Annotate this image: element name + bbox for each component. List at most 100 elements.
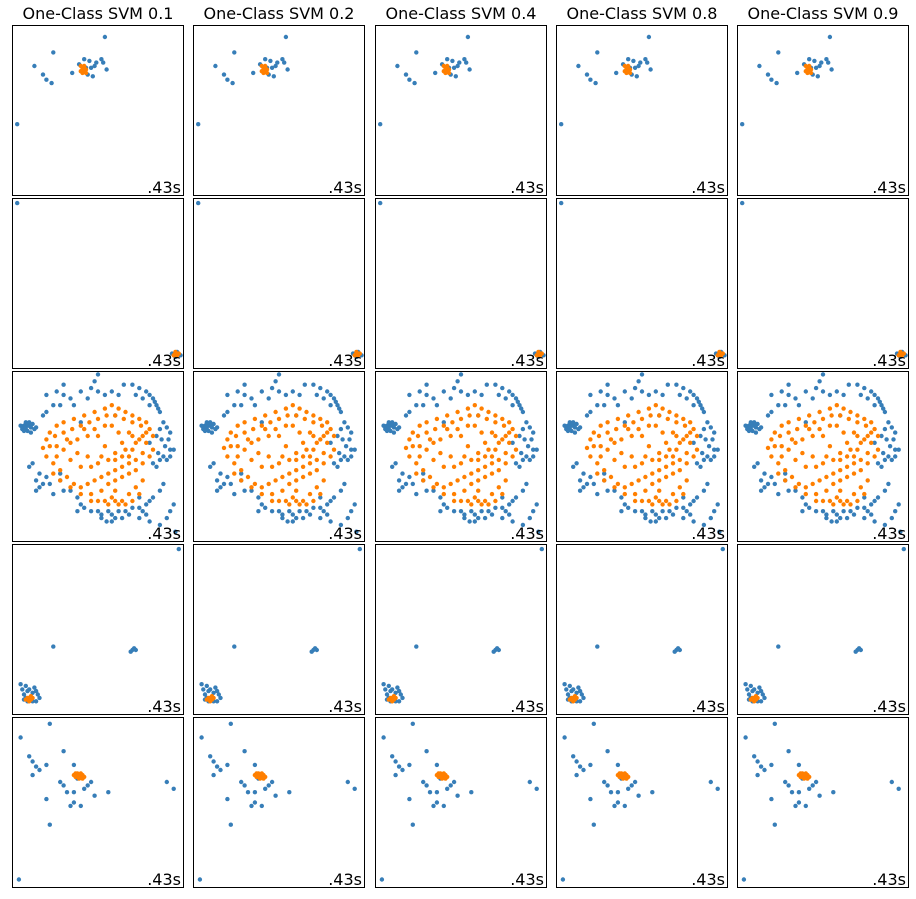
inlier-point: [838, 457, 843, 463]
outlier-point: [639, 509, 645, 514]
inlier-point: [116, 502, 121, 507]
inlier-point: [667, 447, 672, 452]
outlier-point: [18, 682, 23, 687]
outlier-point: [199, 735, 204, 740]
outlier-point: [44, 762, 49, 768]
panel-frame: [12, 25, 184, 196]
outlier-point: [314, 392, 319, 398]
inlier-point: [235, 423, 240, 428]
outlier-point: [588, 762, 593, 768]
inlier-point: [280, 454, 285, 459]
inlier-point: [407, 437, 412, 442]
outlier-point: [249, 803, 254, 809]
outlier-point: [421, 403, 426, 408]
outlier-point: [340, 437, 345, 442]
outlier-point: [869, 502, 874, 507]
inlier-point: [862, 437, 867, 442]
panel-frame: [737, 544, 909, 715]
inlier-point: [144, 420, 149, 425]
inlier-point: [688, 430, 693, 435]
outlier-point: [605, 392, 610, 398]
outlier-point: [819, 60, 824, 65]
inlier-point: [627, 70, 633, 76]
outlier-point: [783, 403, 788, 408]
inlier-point: [595, 461, 600, 466]
outlier-point: [239, 779, 244, 785]
inlier-point: [717, 349, 722, 355]
inlier-point: [844, 474, 850, 480]
outlier-point: [629, 783, 634, 788]
outlier-point: [559, 122, 564, 127]
outlier-point: [853, 649, 858, 654]
inlier-point: [119, 454, 125, 459]
inlier-point: [438, 437, 443, 442]
outlier-point: [893, 430, 898, 435]
outlier-point: [660, 392, 665, 398]
outlier-point: [218, 767, 223, 773]
inlier-point: [472, 495, 477, 500]
outlier-point: [333, 399, 338, 404]
inlier-point: [591, 430, 596, 435]
outlier-point: [99, 512, 104, 517]
inlier-point: [657, 413, 662, 418]
outlier-point: [715, 447, 720, 452]
inlier-point: [793, 457, 798, 463]
outlier-point: [280, 57, 285, 62]
outlier-point: [457, 60, 462, 65]
outlier-point: [61, 382, 66, 387]
inlier-point: [629, 433, 634, 439]
inlier-point: [834, 403, 839, 408]
inlier-point: [800, 774, 805, 780]
inlier-point: [848, 447, 853, 452]
inlier-point: [501, 423, 507, 428]
outlier-point: [872, 392, 877, 398]
runtime-label: .43s: [510, 178, 544, 197]
inlier-point: [848, 409, 853, 415]
inlier-point: [441, 423, 446, 428]
outlier-point: [750, 688, 755, 694]
inlier-point: [632, 464, 638, 469]
inlier-point: [793, 485, 798, 490]
outlier-point: [834, 519, 839, 524]
outlier-point: [646, 34, 652, 40]
inlier-point: [71, 416, 77, 422]
runtime-label: .43s: [328, 524, 362, 543]
outlier-point: [99, 515, 104, 521]
inlier-point: [88, 464, 94, 469]
outlier-point: [706, 444, 712, 449]
inlier-point: [484, 416, 489, 422]
outlier-point: [803, 389, 808, 394]
outlier-point: [901, 546, 906, 552]
inlier-point: [300, 454, 306, 459]
outlier-point: [23, 420, 28, 425]
inlier-point: [82, 65, 87, 71]
outlier-point: [318, 495, 323, 500]
inlier-point: [421, 478, 426, 483]
inlier-point: [263, 413, 268, 418]
inlier-point: [80, 70, 85, 76]
inlier-point: [297, 406, 302, 411]
outlier-point: [386, 420, 391, 425]
inlier-point: [314, 440, 319, 445]
outlier-point: [99, 57, 104, 62]
inlier-point: [841, 502, 846, 507]
outlier-point: [403, 72, 409, 77]
inlier-point: [427, 437, 433, 442]
inlier-point: [615, 416, 621, 422]
outlier-point: [829, 67, 834, 72]
inlier-point: [831, 481, 836, 487]
inlier-point: [796, 481, 802, 487]
inlier-point: [47, 430, 52, 435]
outlier-point: [779, 389, 784, 394]
inlier-point: [254, 771, 259, 776]
outlier-point: [128, 649, 133, 654]
outlier-point: [221, 481, 227, 487]
inlier-point: [263, 65, 268, 71]
runtime-label: .43s: [872, 697, 906, 716]
inlier-point: [109, 403, 115, 408]
outlier-point: [862, 495, 867, 500]
outlier-point: [410, 481, 415, 487]
outlier-point: [28, 430, 34, 435]
outlier-point: [338, 522, 344, 528]
outlier-point: [752, 754, 757, 759]
